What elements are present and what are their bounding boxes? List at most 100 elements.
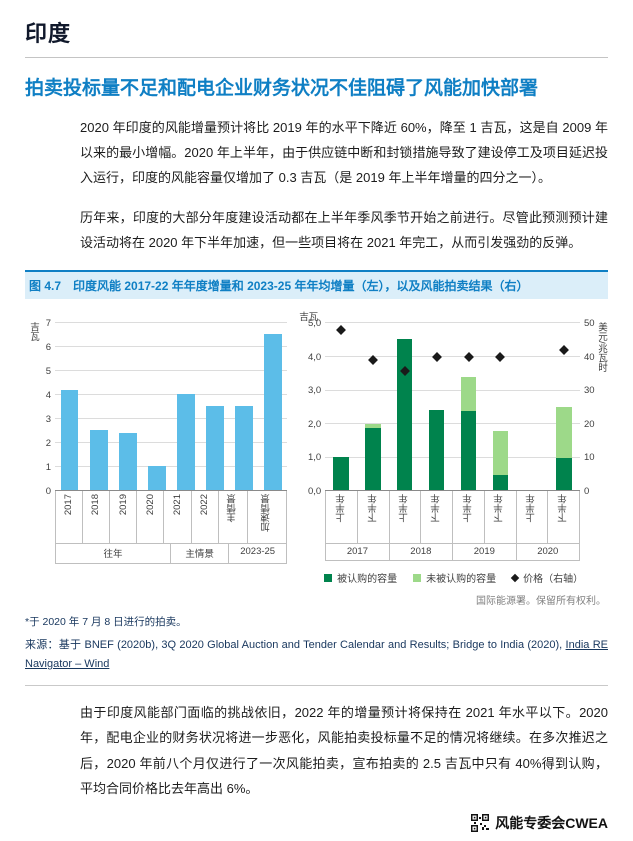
bar-subscribed: [333, 456, 349, 491]
gridline: [325, 322, 580, 324]
y-tick-label: 7: [45, 317, 51, 329]
gridline: [55, 490, 288, 492]
gridline: [55, 442, 288, 444]
x-tick-2019: 2019: [110, 491, 138, 544]
x-axis-labels: 2017 2018 2019 2020 2021 2022 主情景 加速情景: [55, 491, 288, 545]
bar-unsubscribed: [460, 377, 477, 411]
title-divider: [25, 57, 608, 58]
bar-2018: [89, 430, 108, 491]
left-y-tick-label: 2,0: [307, 418, 322, 430]
x-tick-2021: 2021: [164, 491, 192, 544]
x-tick-halfyear-4: 上半年: [453, 491, 485, 544]
x-tick-主情景: 主情景: [219, 491, 249, 544]
bar-加速情景: [263, 334, 282, 491]
x-tick-halfyear-0: 上半年: [325, 491, 358, 544]
capacity-legend-swatch-icon: [324, 573, 333, 582]
bar-subscribed: [460, 409, 477, 491]
x-tick-2020: 2020: [137, 491, 165, 544]
left-chart-y-axis-title: 吉瓦: [28, 322, 39, 342]
bar-2017: [60, 389, 79, 491]
bar-主情景: [234, 406, 253, 491]
y-tick-label: 6: [45, 341, 51, 353]
right-y-tick-label: 0: [584, 485, 590, 497]
bar-subscribed: [556, 456, 572, 491]
x-group-2023-25: 2023-25: [229, 544, 288, 564]
right-y-axis: 0 10 20 30 40 50: [580, 319, 596, 496]
source-text: 来源：基于 BNEF (2020b), 3Q 2020 Global Aucti…: [25, 639, 566, 652]
paragraph-1: 2020 年印度的风能增量预计将比 2019 年的水平下降近 60%，降至 1 …: [80, 119, 608, 186]
bar-unsubscribed: [556, 407, 572, 458]
chart-annual-additions: 吉瓦 0 1 2 3 4 5 6 7 2017 2018 2019 2020 2021 2022 主情景 加速情…: [25, 309, 288, 585]
gridline: [55, 418, 288, 420]
gridline: [55, 370, 288, 372]
footer-brand: 风能专委会CWEA: [495, 815, 608, 832]
left-y-tick-label: 4,0: [307, 351, 322, 363]
bar-2019: [118, 432, 137, 491]
plot-area: [55, 322, 288, 492]
figure-footnote: *于 2020 年 7 月 8 日进行的拍卖。: [25, 616, 187, 629]
x-group-往年: 往年: [55, 544, 172, 564]
right-y-tick-label: 50: [584, 317, 595, 329]
bar-subscribed: [429, 409, 445, 491]
gridline: [55, 466, 288, 468]
price-marker: [463, 352, 474, 363]
x-axis-labels: 上半年 下半年 上半年 下半年 上半年 下半年 上半年 下半年: [325, 491, 581, 545]
qr-code-icon: [471, 814, 490, 833]
right-y-tick-label: 40: [584, 351, 595, 363]
gridline: [55, 346, 288, 348]
x-tick-加速情景: 加速情景: [248, 491, 288, 544]
x-group-2020: 2020: [517, 544, 580, 561]
bar-2020: [147, 466, 166, 491]
right-y-tick-label: 20: [584, 418, 595, 430]
x-axis-groups: 2017 2018 2019 2020: [325, 544, 580, 562]
right-chart-left-axis-title: 吉瓦: [299, 312, 319, 324]
gridline: [325, 389, 580, 391]
x-tick-halfyear-6: 上半年: [517, 491, 549, 544]
charts-row: 吉瓦 0 1 2 3 4 5 6 7 2017 2018 2019 2020 2021 2022 主情景 加速情…: [25, 309, 608, 585]
bar-unsubscribed: [492, 431, 508, 475]
y-tick-label: 0: [45, 485, 51, 497]
paragraph-2: 历年来，印度的大部分年度建设活动都在上半年季风季节开始之前进行。尽管此预测预计建…: [80, 209, 608, 251]
legend-label: 未被认购的容量: [426, 574, 497, 586]
gridline: [325, 423, 580, 425]
gridline: [55, 394, 288, 396]
legend-label: 被认购的容量: [337, 574, 398, 586]
right-y-tick-label: 30: [584, 384, 595, 396]
legend-price: 价格（右轴）: [510, 570, 584, 586]
chart-auction-results: 吉瓦 美元/兆瓦时 0,0 1,0 2,0 3,0 4,0 5,0 上半年 下半年 上半年 下半年 上半…: [299, 309, 608, 585]
left-y-axis: 0,0 1,0 2,0 3,0 4,0 5,0: [299, 319, 325, 496]
figure-credit: 国际能源署。保留所有权利。: [476, 596, 606, 608]
bar-subscribed: [492, 473, 508, 491]
chart-legend: 被认购的容量 未被认购的容量 价格（右轴）: [299, 570, 608, 585]
y-tick-label: 5: [45, 365, 51, 377]
capacity-legend-swatch-icon: [413, 573, 422, 582]
price-marker: [559, 345, 570, 356]
figure-label: 图 4.7: [29, 279, 62, 294]
bar-unsubscribed: [365, 424, 381, 428]
x-tick-2018: 2018: [83, 491, 111, 544]
paragraph-3: 由于印度风能部门面临的挑战依旧，2022 年的增量预计将保持在 2021 年水平…: [80, 704, 608, 796]
x-tick-2017: 2017: [55, 491, 84, 544]
right-chart-right-axis-title: 美元/兆瓦时: [596, 322, 607, 373]
plot-area: [325, 322, 580, 492]
figure-4-7: 图 4.7 印度风能 2017-22 年年度增量和 2023-25 年年均增量（…: [25, 270, 608, 686]
gridline: [325, 456, 580, 458]
right-y-tick-label: 10: [584, 452, 595, 464]
bar-subscribed: [365, 426, 381, 491]
page-title: 印度: [25, 21, 72, 46]
legend-label: 价格（右轴）: [523, 574, 584, 586]
left-y-tick-label: 5,0: [307, 317, 322, 329]
x-tick-2022: 2022: [192, 491, 219, 544]
legend-subscribed: 被认购的容量: [324, 570, 397, 585]
price-marker: [336, 325, 347, 336]
x-tick-halfyear-7: 下半年: [548, 491, 581, 544]
left-y-tick-label: 3,0: [307, 384, 322, 396]
y-tick-label: 2: [45, 437, 51, 449]
x-axis-groups: 往年 主情景 2023-25: [55, 544, 288, 565]
price-marker: [431, 352, 442, 363]
bar-2022: [205, 406, 224, 491]
price-marker: [495, 352, 506, 363]
source-link[interactable]: India RE Navigator – Wind: [25, 639, 608, 671]
x-group-主情景: 主情景: [171, 544, 230, 564]
